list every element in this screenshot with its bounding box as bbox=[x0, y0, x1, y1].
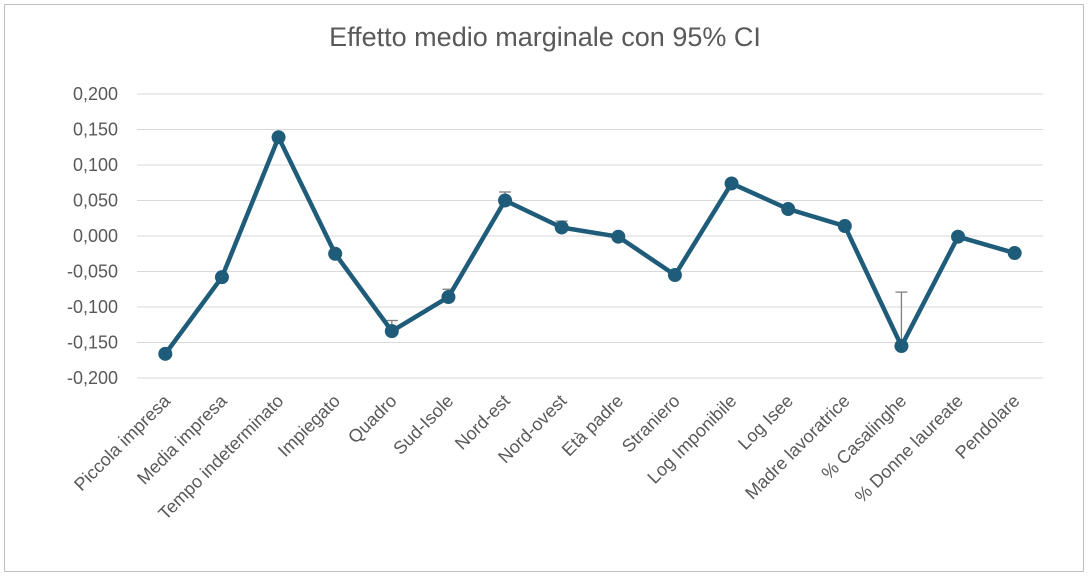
x-tick-label: % Donne laureate bbox=[851, 391, 967, 507]
data-point bbox=[781, 202, 796, 217]
data-point bbox=[837, 219, 852, 234]
y-tick-label: 0,100 bbox=[73, 155, 118, 175]
data-point bbox=[1007, 246, 1022, 261]
x-tick-label: Quadro bbox=[344, 391, 401, 448]
y-tick-label: -0,200 bbox=[67, 368, 118, 388]
y-axis-tick-labels: 0,200 0,150 0,100 0,050 0,000 -0,050 -0,100 -0,… bbox=[67, 84, 118, 388]
series-line bbox=[163, 135, 1017, 357]
x-tick-label: Piccola impresa bbox=[70, 390, 175, 495]
data-point bbox=[214, 270, 229, 285]
x-tick-label: Madre lavoratrice bbox=[741, 391, 853, 503]
data-point bbox=[724, 176, 739, 191]
y-tick-label: 0,000 bbox=[73, 226, 118, 246]
x-tick-label: Età padre bbox=[558, 391, 627, 460]
chart-frame bbox=[4, 4, 1084, 572]
series-line-layer bbox=[163, 135, 1017, 357]
y-tick-label: -0,100 bbox=[67, 297, 118, 317]
data-point bbox=[271, 130, 286, 145]
data-point bbox=[611, 229, 626, 244]
y-tick-label: -0,050 bbox=[67, 262, 118, 282]
chart-title: Effetto medio marginale con 95% CI bbox=[329, 22, 761, 52]
gridlines bbox=[137, 93, 1043, 379]
data-point bbox=[498, 193, 513, 208]
y-tick-label: -0,150 bbox=[67, 333, 118, 353]
data-point bbox=[554, 220, 569, 235]
y-tick-label: 0,150 bbox=[73, 120, 118, 140]
data-point bbox=[667, 268, 682, 283]
data-point bbox=[158, 346, 173, 361]
y-tick-label: 0,050 bbox=[73, 191, 118, 211]
data-point bbox=[384, 324, 399, 339]
data-point bbox=[328, 246, 343, 261]
data-point bbox=[441, 290, 456, 305]
x-tick-label: Sud-Isole bbox=[389, 391, 457, 459]
data-point bbox=[951, 229, 966, 244]
data-point bbox=[894, 339, 909, 354]
y-tick-label: 0,200 bbox=[73, 84, 118, 104]
series-markers bbox=[158, 130, 1022, 361]
x-tick-label: Impiegato bbox=[274, 391, 344, 461]
